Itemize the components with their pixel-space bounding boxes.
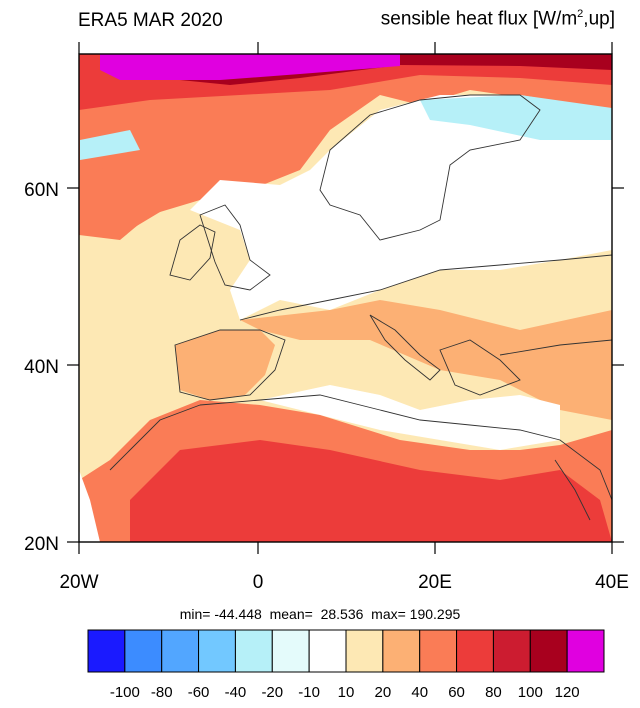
coastline-balkans bbox=[439, 339, 521, 396]
colorbar-label: 100 bbox=[517, 684, 543, 701]
colorbar-label: 20 bbox=[374, 684, 392, 701]
coastline-north-africa bbox=[199, 394, 612, 501]
colorbar-label: -100 bbox=[109, 684, 140, 701]
plot-frame bbox=[78, 53, 613, 543]
coastline-scandinavia bbox=[319, 94, 541, 241]
colorbar bbox=[87, 629, 605, 673]
colorbar-swatch bbox=[382, 629, 421, 673]
coastline-britain bbox=[199, 204, 271, 291]
colorbar-label: 10 bbox=[337, 684, 355, 701]
lon-label-20w: 20W bbox=[59, 572, 98, 593]
axis-ticks bbox=[67, 42, 624, 554]
coastline-turkey bbox=[499, 339, 612, 356]
stats-line: min= -44.448 mean= 28.536 max= 190.295 bbox=[179, 606, 461, 622]
colorbar-label: 120 bbox=[554, 684, 580, 701]
coastlines bbox=[109, 94, 612, 521]
colorbar-swatch bbox=[456, 629, 494, 673]
coastline-italy bbox=[369, 314, 441, 381]
lon-label-40e: 40E bbox=[595, 572, 629, 593]
field-atlantic-cool bbox=[80, 130, 140, 160]
lat-label-40n: 40N bbox=[24, 357, 59, 378]
lat-label-20n: 20N bbox=[24, 534, 59, 555]
colorbar-swatch bbox=[529, 629, 568, 673]
colorbar-label: -20 bbox=[261, 684, 284, 701]
colorbar-label: 60 bbox=[448, 684, 465, 701]
colorbar-label: -10 bbox=[298, 684, 320, 701]
colorbar-swatch bbox=[161, 629, 200, 673]
colorbar-swatch bbox=[234, 629, 273, 673]
colorbar-swatch bbox=[345, 629, 384, 673]
lon-label-0: 0 bbox=[253, 572, 264, 593]
flux-field bbox=[79, 54, 612, 542]
colorbar-label: -40 bbox=[224, 684, 247, 701]
field-north-max bbox=[100, 54, 400, 80]
colorbar-swatch bbox=[87, 629, 126, 673]
field-europe-neutral bbox=[190, 95, 612, 320]
colorbar-swatch bbox=[308, 629, 347, 673]
colorbar-swatch bbox=[492, 629, 531, 673]
variable-title: sensible heat flux [W/m2,up] bbox=[380, 8, 615, 30]
colorbar-swatch bbox=[419, 629, 458, 673]
colorbar-label: 40 bbox=[411, 684, 429, 701]
field-baltic-cool bbox=[420, 95, 612, 140]
field-atlantic-africa bbox=[79, 470, 100, 542]
colorbar-swatch bbox=[271, 629, 310, 673]
field-atlantic-warm bbox=[79, 140, 200, 230]
coastline-europe-north bbox=[239, 254, 612, 321]
colorbar-label: -60 bbox=[187, 684, 210, 701]
colorbar-swatch bbox=[198, 629, 236, 673]
coastline-red-sea bbox=[554, 459, 591, 521]
colorbar-label: -80 bbox=[150, 684, 173, 701]
field-africa-hot bbox=[130, 440, 612, 542]
lat-label-60n: 60N bbox=[24, 180, 59, 201]
colorbar-label: 80 bbox=[485, 684, 502, 701]
map-title: ERA5 MAR 2020 bbox=[78, 10, 223, 31]
colorbar-swatch bbox=[566, 629, 605, 673]
lon-label-20e: 20E bbox=[418, 572, 452, 593]
field-iberia bbox=[175, 330, 275, 400]
colorbar-swatch bbox=[124, 629, 163, 673]
coastline-morocco bbox=[109, 404, 201, 471]
coastline-iberia bbox=[174, 329, 286, 401]
coastline-ireland bbox=[169, 224, 216, 281]
